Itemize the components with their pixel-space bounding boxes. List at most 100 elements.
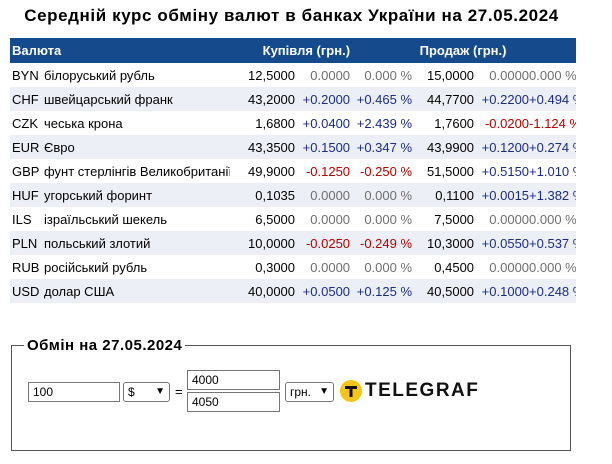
table-row: CHF швейцарський франк 43,2000 +0.2000 +0.46… — [10, 87, 577, 111]
sell-change: +0.0015 — [474, 183, 530, 207]
sell-rate: 43,9900 — [412, 135, 475, 159]
sell-change: +0.0550 — [474, 231, 530, 255]
sell-rate: 7,5000 — [434, 211, 475, 227]
from-currency-select[interactable]: $ ▼ — [123, 382, 170, 402]
currency-code: BYN — [12, 67, 39, 83]
sell-change-pct: +1.010 % — [529, 163, 576, 179]
sell-change-pct: +0.248 % — [529, 279, 577, 303]
sell-change-pct: 0.000 % — [529, 211, 577, 227]
table-row: EUR Євро 43,3500 +0.1500 +0.347 % 43,9900 +0.1… — [10, 135, 577, 159]
result-sell-field[interactable]: 4050 — [187, 392, 280, 412]
buy-rate: 12,5000 — [248, 67, 296, 83]
sell-change: +0.2200 — [474, 87, 530, 111]
telegraf-logo-icon[interactable] — [340, 380, 362, 402]
sell-change-pct: +0.537 % — [529, 231, 577, 255]
telegraf-logo-text[interactable]: TELEGRAF — [365, 380, 480, 401]
sell-rate: 10,3000 — [412, 231, 475, 255]
sell-change: 0.0000 — [489, 67, 530, 83]
currency-code: HUF — [10, 183, 44, 207]
buy-change-pct: -0.249 % — [350, 231, 413, 255]
currency-name: долар США — [44, 279, 231, 303]
chevron-down-icon: ▼ — [319, 386, 329, 397]
buy-rate: 10,0000 — [230, 231, 296, 255]
sell-change: +0.1000 — [474, 279, 530, 303]
buy-change: 0.0000 — [310, 211, 351, 227]
currency-code: CZK — [12, 115, 38, 131]
buy-change: -0.1250 — [305, 163, 351, 179]
buy-change: 0.0000 — [310, 67, 351, 83]
currency-name: польський злотий — [44, 231, 231, 255]
equals-sign: = — [175, 384, 183, 399]
buy-change-pct: +2.439 % — [356, 115, 413, 131]
buy-change-pct: +0.465 % — [350, 87, 413, 111]
amount-input[interactable]: 100 — [28, 382, 120, 402]
currency-name: чеська крона — [44, 115, 123, 131]
sell-change: 0.0000 — [489, 211, 530, 227]
buy-change-pct: 0.000 % — [364, 259, 413, 275]
header-sell: Продаж (грн.) — [350, 38, 577, 63]
buy-change-pct: 0.000 % — [364, 211, 413, 227]
table-row: HUF угорський форинт 0,1035 0.0000 0.000 % 0,… — [10, 183, 577, 207]
table-row: PLN польський злотий 10,0000 -0.0250 -0.249 … — [10, 231, 577, 255]
sell-change: +0.1200 — [474, 135, 530, 159]
exchange-legend: Обмін на 27.05.2024 — [27, 337, 183, 354]
sell-rate: 0,1100 — [412, 183, 475, 207]
result-buy-field[interactable]: 4000 — [187, 370, 280, 390]
currency-name: швейцарський франк — [44, 87, 231, 111]
sell-rate: 44,7700 — [412, 87, 475, 111]
table-row: USD долар США 40,0000 +0.0500 +0.125 % 40,500… — [10, 279, 577, 303]
buy-change: 0.0000 — [295, 183, 351, 207]
header-currency: Валюта — [10, 38, 231, 63]
sell-change-pct: +0.494 % — [529, 87, 577, 111]
to-currency-value: грн. — [290, 385, 312, 399]
sell-rate: 0,4500 — [434, 259, 475, 275]
sell-change-pct: 0.000 % — [529, 67, 577, 83]
currency-name: ізраїльський шекель — [44, 211, 168, 227]
table-row: GBP фунт стерлінгів Великобританії 49,9000… — [10, 159, 576, 183]
currency-code: GBP — [12, 163, 40, 179]
header-buy: Купівля (грн.) — [230, 38, 351, 63]
buy-change: +0.2000 — [295, 87, 351, 111]
buy-change-pct: -0.250 % — [359, 163, 413, 179]
buy-change: 0.0000 — [310, 259, 351, 275]
buy-change-pct: 0.000 % — [350, 183, 413, 207]
buy-change-pct: 0.000 % — [364, 67, 413, 83]
currency-code: CHF — [10, 87, 44, 111]
sell-change-pct: 0.000 % — [529, 259, 577, 275]
buy-change: +0.0400 — [302, 115, 351, 131]
currency-name: Євро — [44, 135, 231, 159]
from-currency-value: $ — [128, 385, 135, 399]
currency-code: EUR — [10, 135, 44, 159]
sell-change-pct: +0.274 % — [529, 135, 577, 159]
buy-change: -0.0250 — [295, 231, 351, 255]
buy-rate: 1,6800 — [255, 115, 296, 131]
buy-rate: 0,1035 — [230, 183, 296, 207]
currency-code: PLN — [10, 231, 44, 255]
table-row: RUB російський рубль 0,3000 0.0000 0.000 % 0,… — [10, 255, 576, 279]
exchange-form: Обмін на 27.05.2024 — [11, 337, 571, 451]
buy-change-pct: +0.347 % — [350, 135, 413, 159]
currency-name: російський рубль — [44, 259, 148, 275]
buy-rate: 49,9000 — [248, 163, 296, 179]
sell-change: 0.0000 — [489, 259, 530, 275]
sell-change: -0.0200 — [484, 115, 530, 131]
buy-change: +0.0500 — [295, 279, 351, 303]
sell-rate: 1,7600 — [434, 115, 475, 131]
table-row: ILS ізраїльський шекель 6,5000 0.0000 0.000 … — [10, 207, 576, 231]
sell-rate: 51,5000 — [427, 163, 475, 179]
chevron-down-icon: ▼ — [155, 386, 165, 397]
currency-name: білоруський рубль — [44, 67, 155, 83]
buy-rate: 40,0000 — [230, 279, 296, 303]
buy-change-pct: +0.125 % — [350, 279, 413, 303]
currency-code: ILS — [12, 211, 32, 227]
currency-code: RUB — [12, 259, 40, 275]
sell-change-pct: +1.382 % — [529, 183, 577, 207]
to-currency-select[interactable]: грн. ▼ — [285, 382, 334, 402]
buy-rate: 6,5000 — [255, 211, 296, 227]
sell-rate: 15,0000 — [427, 67, 475, 83]
currency-name: угорський форинт — [44, 183, 231, 207]
sell-change-pct: -1.124 % — [529, 115, 577, 131]
rates-table: Валюта Купівля (грн.) Продаж (грн.) BYN б… — [10, 38, 577, 303]
buy-rate: 43,3500 — [230, 135, 296, 159]
buy-change: +0.1500 — [295, 135, 351, 159]
